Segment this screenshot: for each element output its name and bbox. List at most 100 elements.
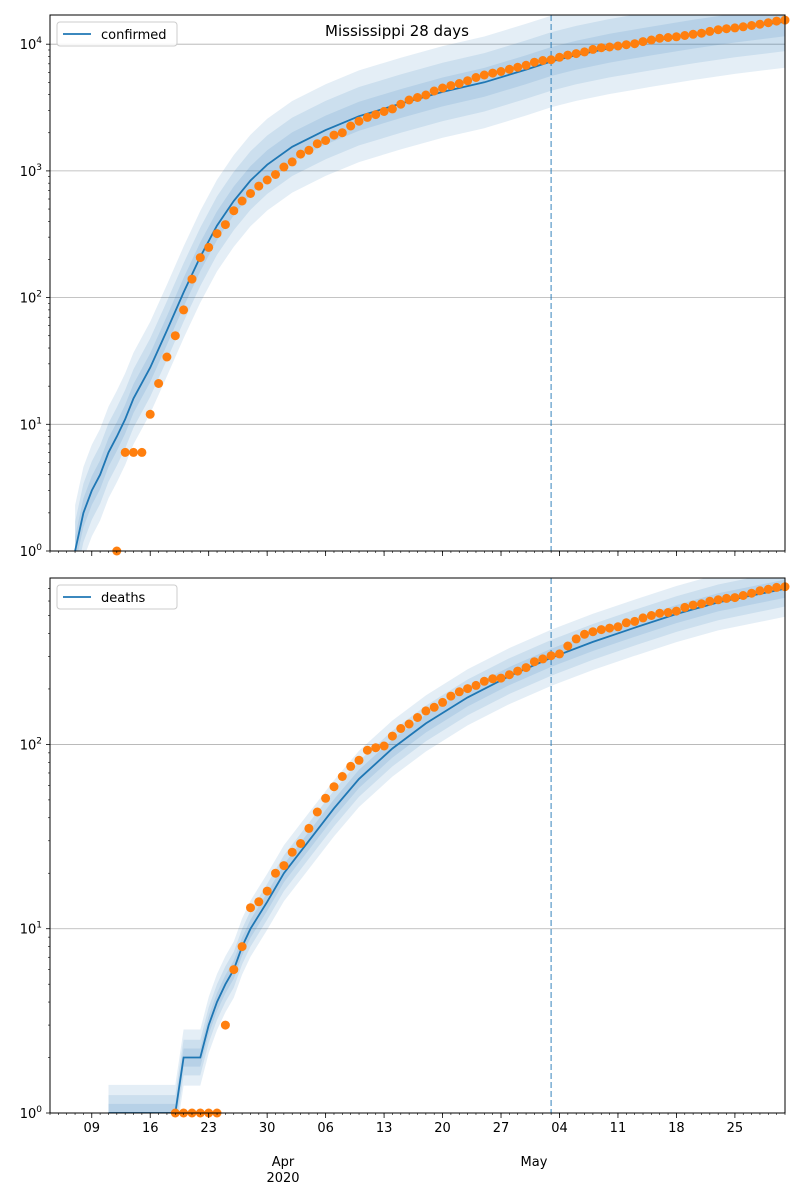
data-point (429, 702, 439, 712)
data-point (396, 724, 406, 733)
uncertainty-band (75, 15, 785, 551)
data-point (379, 107, 389, 116)
data-point (538, 56, 548, 65)
data-point (496, 67, 506, 76)
data-point (204, 242, 214, 252)
data-point (671, 32, 681, 42)
y-tick-label: 101 (20, 921, 42, 938)
data-point (254, 181, 264, 191)
x-tick-label: 25 (727, 1121, 744, 1136)
legend-label: confirmed (101, 28, 167, 43)
data-point (237, 196, 247, 206)
data-point (613, 622, 623, 632)
data-point (170, 331, 180, 341)
data-point (312, 139, 322, 149)
y-tick-label: 104 (20, 36, 43, 53)
data-point (371, 110, 381, 120)
data-point (529, 57, 539, 67)
data-point (120, 447, 130, 457)
data-point (596, 43, 606, 53)
data-point (229, 965, 239, 975)
data-point (705, 596, 715, 606)
data-point (596, 625, 606, 635)
data-point (538, 654, 548, 664)
data-point (772, 16, 782, 26)
data-point (479, 70, 489, 80)
data-point (212, 229, 222, 239)
data-point (463, 76, 473, 86)
data-point (588, 44, 598, 54)
data-point (571, 634, 581, 644)
legend-box (56, 21, 178, 47)
data-point (655, 33, 665, 43)
data-point (145, 409, 155, 419)
data-point (546, 55, 556, 65)
data-point (362, 745, 372, 755)
data-point (220, 220, 230, 230)
data-point (246, 189, 255, 198)
legend-label: deaths (101, 591, 146, 606)
month-label-may: May (521, 1155, 548, 1170)
data-point (580, 47, 589, 57)
data-point (663, 608, 673, 617)
data-point (722, 24, 731, 34)
data-point (555, 649, 564, 659)
data-point (680, 31, 690, 40)
data-point (555, 52, 564, 62)
data-point (329, 782, 339, 792)
data-point (429, 86, 439, 96)
data-point (287, 847, 297, 857)
data-point (605, 42, 615, 52)
axes-frame (49, 577, 786, 1114)
data-point (479, 676, 489, 686)
data-point (137, 447, 147, 457)
data-point (312, 807, 322, 817)
data-point (747, 21, 757, 30)
data-point (763, 18, 773, 28)
deaths-panel: 100 101 102 09 16 23 30 06 13 20 27 04 11 18 25 deaths (20, 577, 790, 1136)
data-point (680, 602, 690, 612)
y-tick-label: 101 (20, 416, 42, 433)
data-point (471, 680, 481, 690)
data-point (438, 83, 448, 93)
data-point (296, 839, 306, 848)
data-point (421, 90, 431, 100)
month-label-apr: Apr (272, 1155, 295, 1170)
data-point (638, 613, 648, 623)
plot-area (74, 15, 785, 551)
data-point (630, 616, 640, 626)
data-point (304, 145, 314, 155)
data-point (621, 40, 631, 50)
data-point (738, 591, 748, 600)
data-point (337, 772, 347, 781)
data-point (271, 170, 280, 179)
y-tick-label: 103 (20, 163, 42, 180)
data-point (413, 713, 422, 722)
data-point (154, 379, 164, 388)
data-point (496, 673, 506, 683)
data-point (630, 39, 640, 49)
data-point (279, 162, 289, 172)
x-tick-label: 20 (434, 1121, 451, 1136)
data-point (471, 73, 481, 82)
x-tick-label: 27 (493, 1121, 510, 1136)
y-tick-label: 102 (20, 290, 42, 307)
uncertainty-band (75, 15, 785, 551)
data-point (730, 593, 740, 603)
x-tick-label: 04 (551, 1121, 568, 1136)
data-point (504, 64, 514, 74)
uncertainty-band (108, 578, 785, 1113)
legend: confirmed (56, 21, 178, 47)
data-point (421, 706, 431, 716)
data-point (129, 447, 138, 457)
data-point (763, 584, 773, 594)
x-tick-label: 16 (142, 1121, 159, 1136)
data-point (638, 37, 648, 47)
data-point (697, 28, 706, 38)
data-point (663, 33, 673, 42)
data-point (413, 93, 422, 102)
data-point (438, 697, 448, 707)
data-point (162, 352, 172, 362)
observed-points (170, 582, 790, 1118)
data-point (713, 25, 723, 35)
